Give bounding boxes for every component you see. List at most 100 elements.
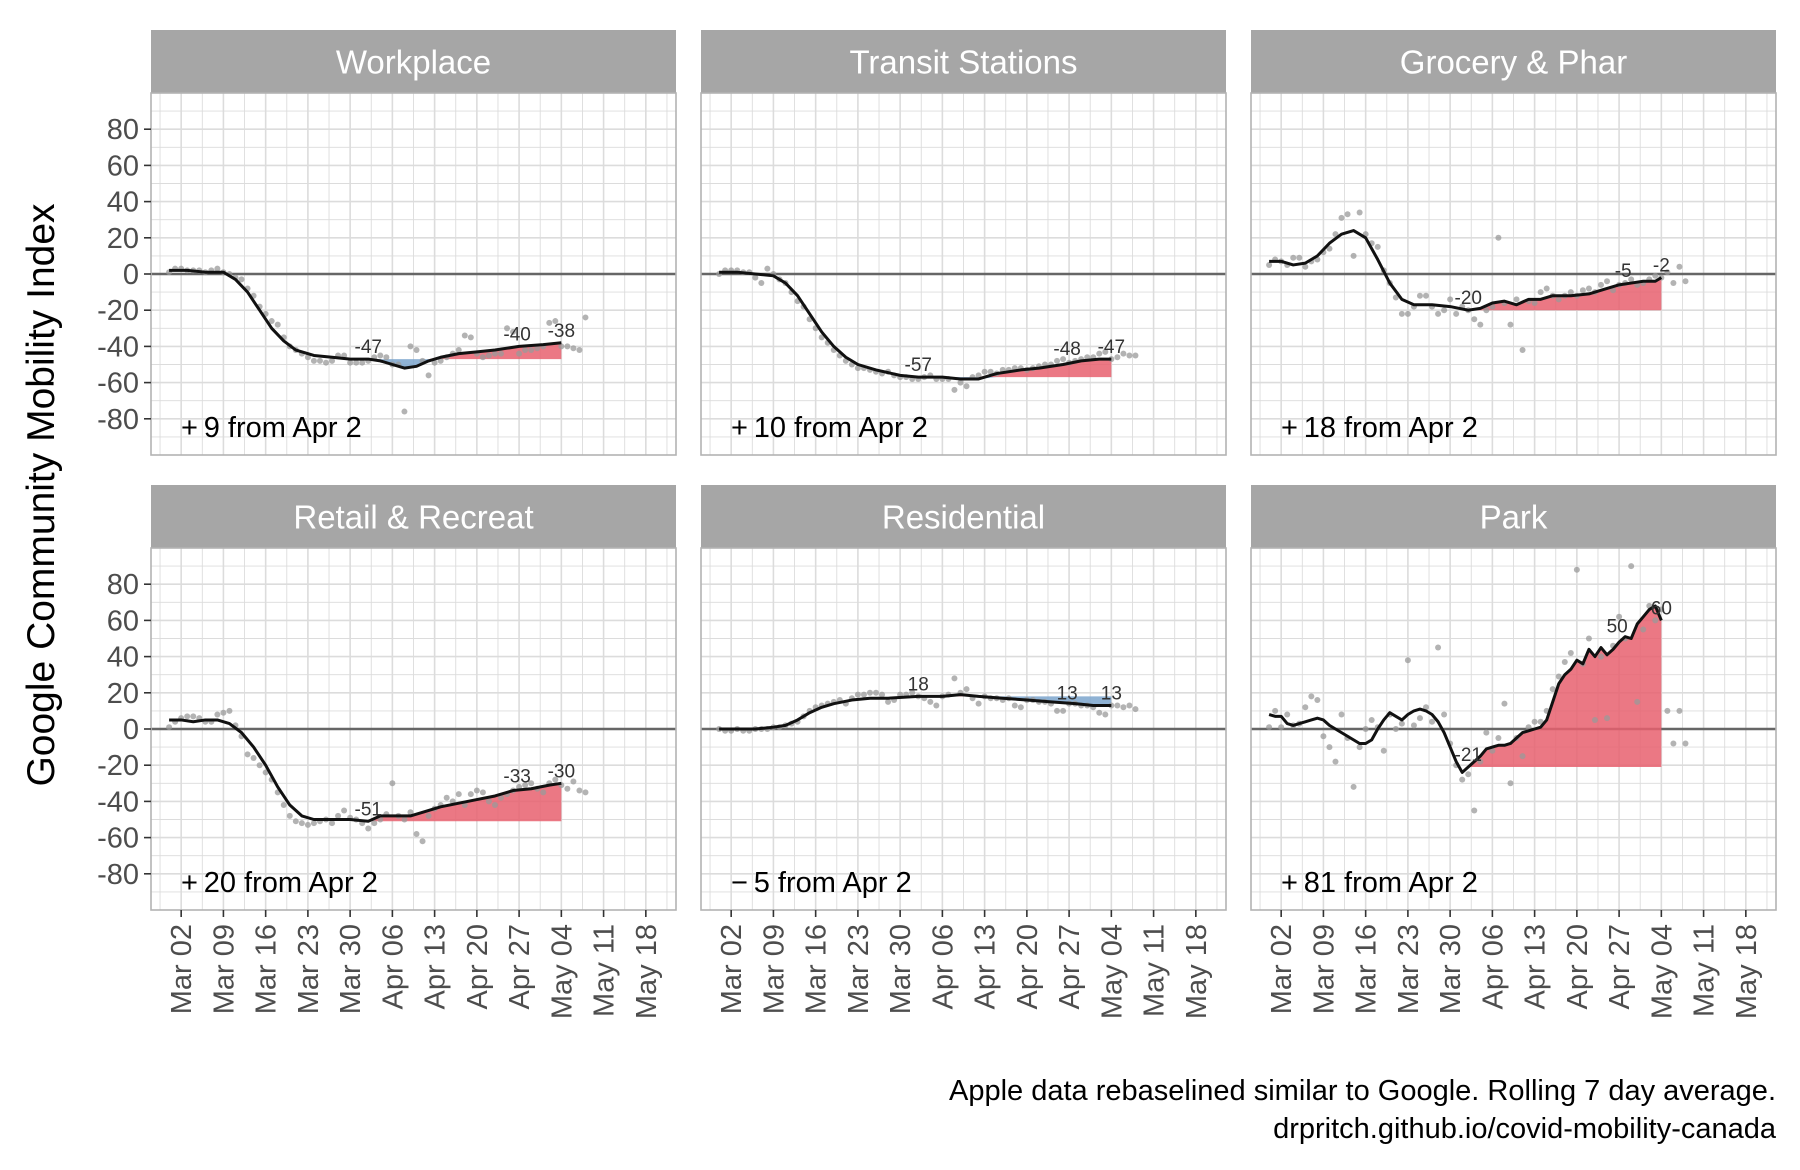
y-tick-label: -40: [97, 786, 139, 818]
data-point: [473, 787, 480, 794]
x-tick-label: Mar 30: [335, 924, 367, 1014]
x-tick-label: Apr 20: [462, 924, 494, 1009]
data-point: [467, 791, 474, 798]
data-point: [1326, 744, 1333, 751]
y-tick-label: 80: [107, 114, 139, 146]
y-tick-label: -60: [97, 823, 139, 855]
data-point: [1102, 711, 1109, 718]
data-point: [1356, 209, 1363, 216]
panel-strip: [1251, 485, 1776, 548]
x-axis: Mar 02 Mar 09 Mar 16 Mar 23 Mar 30 Apr 06 Apr …: [166, 910, 663, 1019]
value-label: -33: [503, 767, 530, 788]
data-point: [1054, 357, 1061, 364]
data-point: [310, 820, 317, 827]
data-point: [413, 830, 420, 837]
panel-border: [700, 547, 1227, 911]
data-point: [1126, 352, 1133, 359]
data-point: [975, 700, 982, 707]
data-point: [359, 359, 366, 366]
panel-strip: [151, 30, 676, 93]
y-tick-label: 20: [107, 678, 139, 710]
data-point: [570, 345, 577, 352]
data-point: [1392, 726, 1399, 732]
data-point: [1017, 704, 1024, 711]
data-point: [304, 354, 311, 361]
data-point: [1585, 635, 1592, 642]
panel-transit-stations: Transit Stations -57 -48 -47 + 10 from Apr 2: [700, 30, 1227, 456]
change-annotation: + 10 from Apr 2: [731, 412, 928, 444]
data-point: [498, 350, 504, 357]
panel-border: [1250, 92, 1777, 456]
value-label: -51: [355, 799, 382, 820]
data-point: [455, 347, 462, 354]
data-point: [335, 812, 342, 819]
data-point: [1060, 707, 1067, 714]
data-point: [1495, 234, 1502, 241]
change-annotation: − 5 from Apr 2: [731, 867, 912, 899]
data-point: [1362, 726, 1369, 732]
data-point: [1555, 296, 1562, 303]
data-point: [184, 713, 191, 720]
value-label: -21: [1455, 745, 1482, 766]
data-point: [1513, 296, 1520, 303]
data-point: [244, 751, 251, 758]
data-point: [1682, 740, 1689, 747]
data-point: [1447, 296, 1454, 303]
data-point: [419, 838, 426, 845]
data-point: [1423, 704, 1429, 711]
data-point: [1664, 707, 1671, 714]
data-point: [1489, 747, 1496, 754]
data-point: [401, 408, 408, 415]
rolling-average-line: [719, 693, 1112, 731]
data-point: [528, 780, 535, 787]
increase-area: [368, 342, 562, 360]
data-point: [1537, 289, 1544, 296]
data-point: [963, 383, 970, 390]
data-point: [1132, 352, 1139, 359]
data-point: [1628, 276, 1635, 283]
x-tick-label: Mar 16: [251, 924, 283, 1014]
data-point: [1441, 711, 1448, 718]
value-label: 13: [1057, 683, 1078, 704]
y-tick-label: -80: [97, 404, 139, 436]
x-tick-label: Mar 23: [293, 924, 325, 1014]
data-point: [576, 787, 583, 794]
value-label: -57: [905, 355, 932, 376]
value-label: -47: [1098, 337, 1125, 358]
data-point: [407, 343, 414, 350]
change-annotation: + 20 from Apr 2: [181, 867, 378, 899]
data-point: [413, 347, 420, 354]
value-label: -20: [1455, 288, 1482, 309]
x-tick-label: May 04: [546, 924, 578, 1019]
data-point: [1302, 263, 1309, 270]
data-point: [885, 698, 892, 705]
data-point: [516, 350, 523, 357]
rolling-average-line: [169, 718, 562, 823]
data-point: [552, 318, 559, 325]
data-point: [1380, 747, 1387, 754]
data-point: [1531, 299, 1538, 306]
grid: [151, 93, 676, 455]
change-annotation: + 18 from Apr 2: [1281, 412, 1478, 444]
data-point: [1423, 292, 1429, 299]
value-label: 18: [908, 674, 929, 695]
value-label: 13: [1101, 683, 1122, 704]
rolling-average-line: [169, 268, 562, 370]
data-point: [1102, 348, 1109, 355]
x-axis: Mar 02 Mar 09 Mar 16 Mar 23 Mar 30 Apr 06 Apr …: [1266, 910, 1763, 1019]
data-point: [927, 698, 934, 705]
data-point: [1266, 724, 1273, 731]
x-tick-label: Apr 13: [970, 924, 1002, 1009]
data-point: [758, 280, 765, 287]
data-point: [491, 350, 498, 357]
data-point: [1060, 356, 1067, 363]
panel-strip: [1251, 30, 1776, 93]
daily-points: [1266, 209, 1689, 354]
data-point: [522, 782, 529, 789]
x-tick-label: Mar 09: [1308, 924, 1340, 1014]
data-point: [425, 812, 432, 819]
value-label: -48: [1053, 339, 1080, 360]
data-point: [1628, 563, 1635, 570]
data-point: [1495, 735, 1502, 742]
